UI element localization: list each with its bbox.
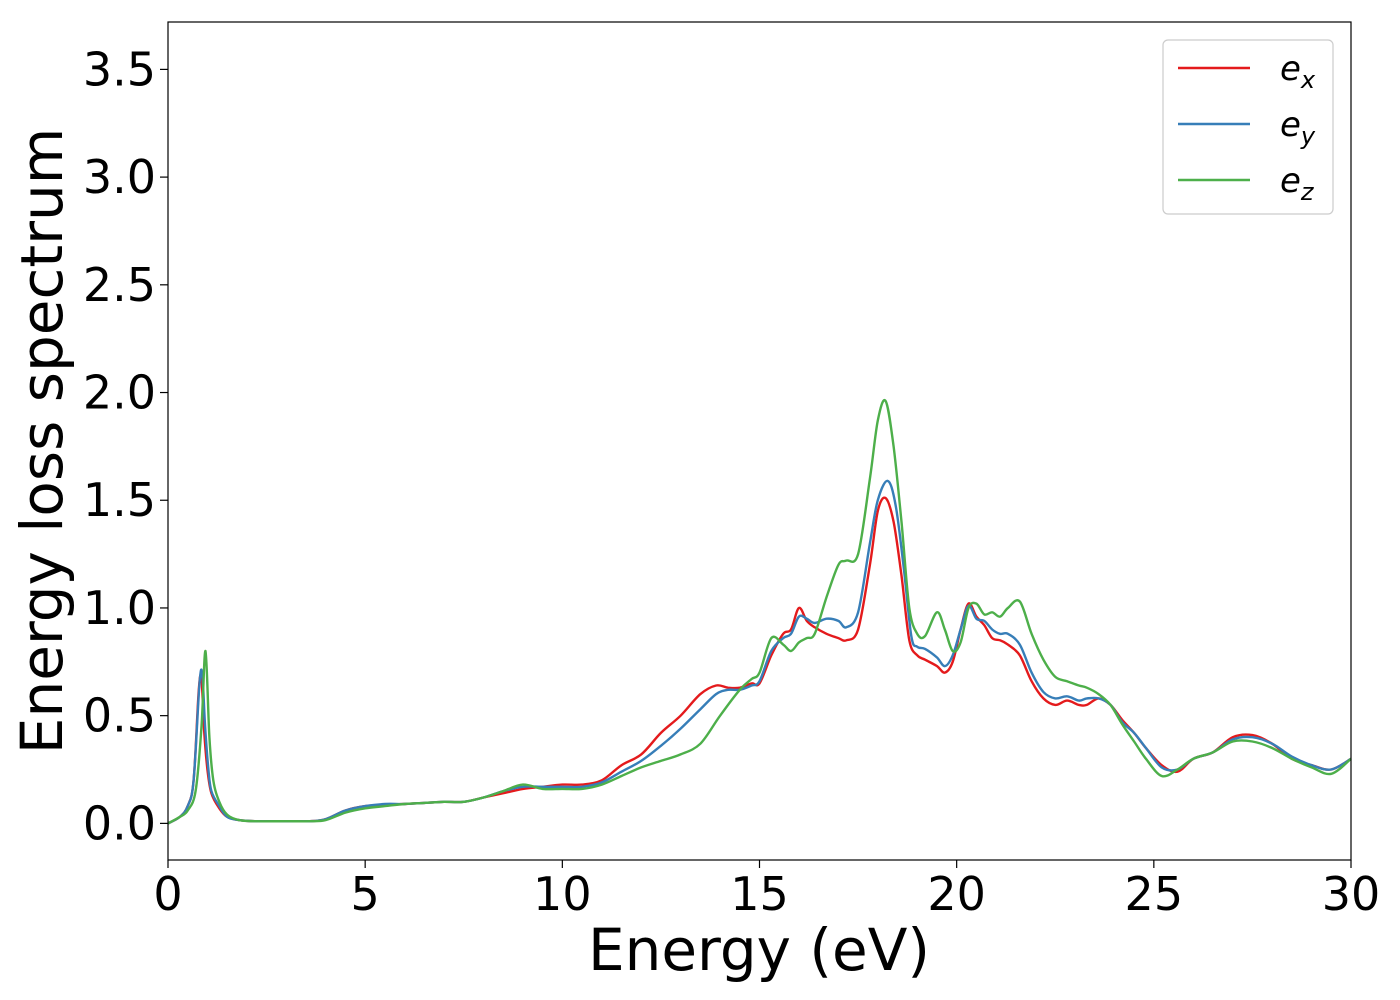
legend-label-x: ex (1280, 49, 1316, 94)
y-tick-label: 2.0 (83, 366, 156, 420)
legend-box (1162, 39, 1334, 215)
y-tick-label: 1.0 (83, 581, 156, 635)
y-tick-label: 3.5 (83, 42, 156, 96)
y-tick-label: 0.5 (83, 689, 156, 743)
y-tick-label: 3.0 (83, 150, 156, 204)
series-line-z (167, 398, 1352, 825)
y-tick-label: 0.0 (83, 796, 156, 850)
y-tick-label: 2.5 (83, 258, 156, 312)
legend: ex ey ez (1162, 39, 1334, 215)
x-tick-label: 15 (730, 867, 789, 921)
y-tick-label: 1.5 (83, 473, 156, 527)
legend-label-z: ez (1280, 161, 1315, 206)
y-axis: 0.0 0.5 1.0 1.5 2.0 2.5 3.0 3.5 (83, 42, 168, 850)
x-tick-label: 25 (1125, 867, 1184, 921)
x-axis-label: Energy (eV) (588, 916, 930, 984)
x-axis: 0 5 10 15 20 25 30 (153, 860, 1380, 921)
x-tick-label: 10 (533, 867, 592, 921)
y-axis-label: Energy loss spectrum (8, 128, 76, 754)
x-tick-label: 5 (351, 867, 380, 921)
x-tick-label: 30 (1322, 867, 1381, 921)
x-tick-label: 20 (927, 867, 986, 921)
x-tick-label: 0 (153, 867, 182, 921)
series-layer (167, 398, 1352, 825)
legend-label-y: ey (1280, 105, 1316, 150)
